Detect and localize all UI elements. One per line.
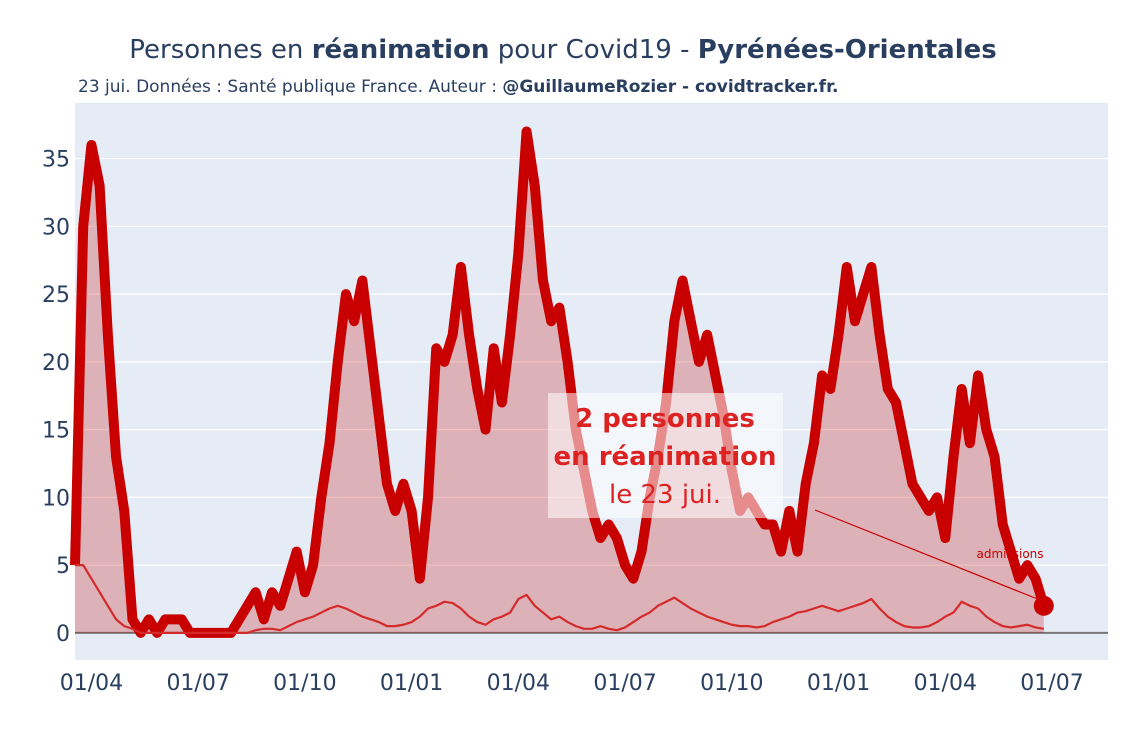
annotation-box [548,393,783,518]
title-part: Personnes en [129,35,311,65]
plot-background [75,103,1108,660]
x-tick-label: 01/10 [700,671,763,696]
y-tick-label: 35 [42,148,70,173]
annotation: 2 personnes en réanimation le 23 jui. ad… [548,393,1044,601]
subtitle-part: 23 jui. Données : Santé publique France.… [78,77,502,97]
subtitle: 23 jui. Données : Santé publique France.… [78,77,839,97]
annotation-text: en réanimation [554,442,777,472]
y-tick-label: 0 [56,622,70,647]
marks [70,126,1054,638]
area-fill [75,131,1044,633]
y-tick-label: 5 [56,554,70,579]
title-part: pour Covid19 - [489,35,697,65]
x-tick-label: 01/10 [273,671,336,696]
title-part: réanimation [312,35,490,65]
y-tick-label: 15 [42,419,70,444]
x-tick-label: 01/07 [1020,671,1083,696]
y-tick-label: 20 [42,351,70,376]
x-tick-label: 01/01 [380,671,443,696]
title-part: Pyrénées-Orientales [698,35,997,65]
series-line-thin [75,564,1044,634]
annotation-text: le 23 jui. [609,480,721,510]
x-tick-label: 01/04 [60,671,123,696]
annotation-arrow [814,509,1041,601]
x-tick-label: 01/04 [487,671,550,696]
y-tick-label: 25 [42,283,70,308]
x-tick-label: 01/04 [914,671,977,696]
y-tick-label: 30 [42,215,70,240]
subtitle-part: @GuillaumeRozier - covidtracker.fr. [502,77,838,97]
series-label: admissions [976,547,1043,561]
series-line [70,126,1049,638]
end-marker [1033,595,1054,616]
y-tick-label: 10 [42,486,70,511]
annotation-text: 2 personnes [575,404,755,434]
x-tick-label: 01/07 [166,671,229,696]
x-tick-label: 01/07 [593,671,656,696]
chart-title: Personnes en réanimation pour Covid19 - … [129,35,996,65]
x-tick-label: 01/01 [807,671,870,696]
